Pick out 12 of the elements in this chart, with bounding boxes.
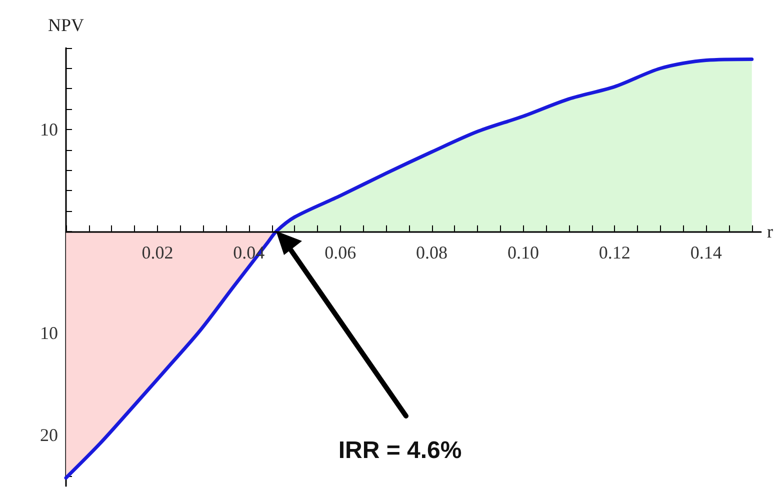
x-tick-label: 0.06 <box>324 242 356 262</box>
x-tick-label: 0.08 <box>416 242 448 262</box>
x-tick-label: 0.14 <box>690 242 722 262</box>
x-tick-label: 0.02 <box>142 242 174 262</box>
x-tick-label: 0.12 <box>598 242 630 262</box>
y-axis-title: NPV <box>48 15 84 35</box>
y-tick-label: 10 <box>40 323 58 344</box>
annotation: IRR = 4.6% <box>338 437 462 466</box>
y-tick-label: 10 <box>40 119 58 140</box>
y-tick-label: 20 <box>40 425 58 446</box>
x-axis-title: r <box>767 221 773 242</box>
x-tick-label: 0.10 <box>507 242 539 262</box>
